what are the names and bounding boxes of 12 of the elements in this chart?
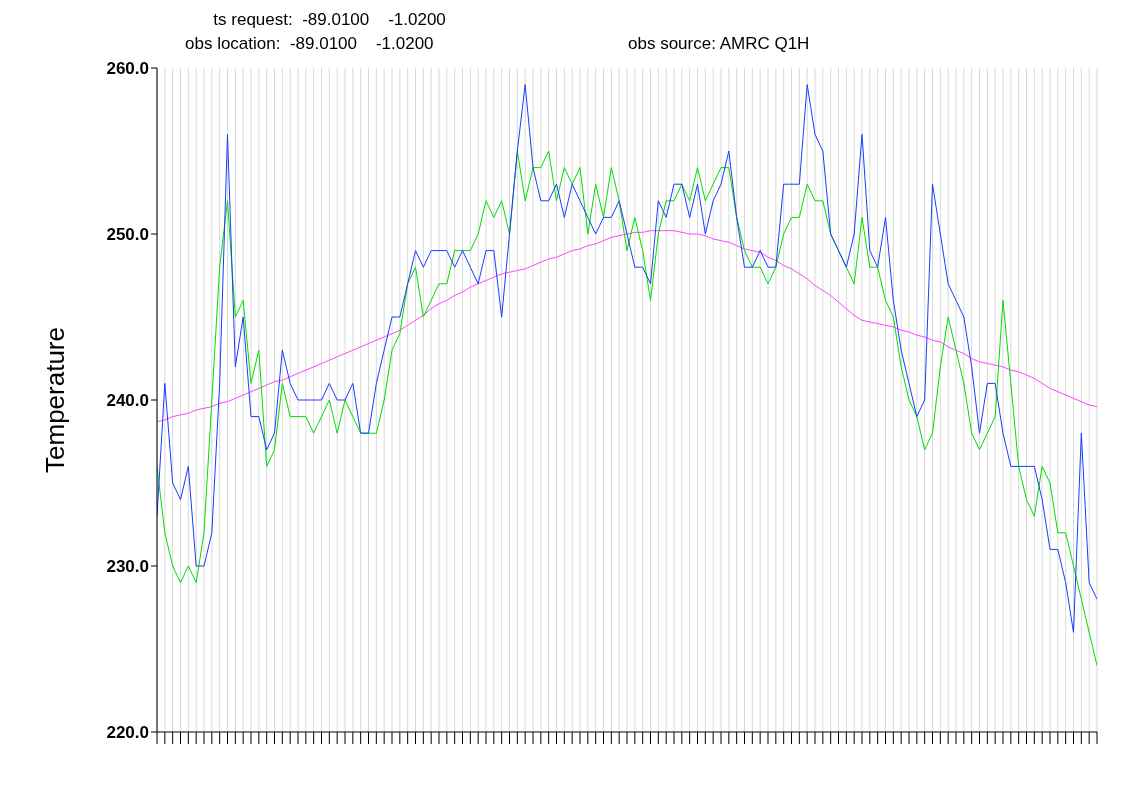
y-tick-label: 250.0 [106, 225, 149, 245]
y-tick-label: 230.0 [106, 557, 149, 577]
y-tick-label: 240.0 [106, 391, 149, 411]
text: obs source: AMRC Q1H [628, 33, 810, 55]
line-series [157, 230, 1097, 423]
y-axis-title: Temperature [40, 327, 71, 473]
text: obs location: -89.0100 -1.0200 [185, 34, 434, 53]
line-series [157, 84, 1097, 633]
y-tick-label: 220.0 [106, 723, 149, 743]
line-series [157, 150, 1097, 667]
y-tick-label: 260.0 [106, 59, 149, 79]
text: ts request: -89.0100 -1.0200 [213, 10, 446, 29]
